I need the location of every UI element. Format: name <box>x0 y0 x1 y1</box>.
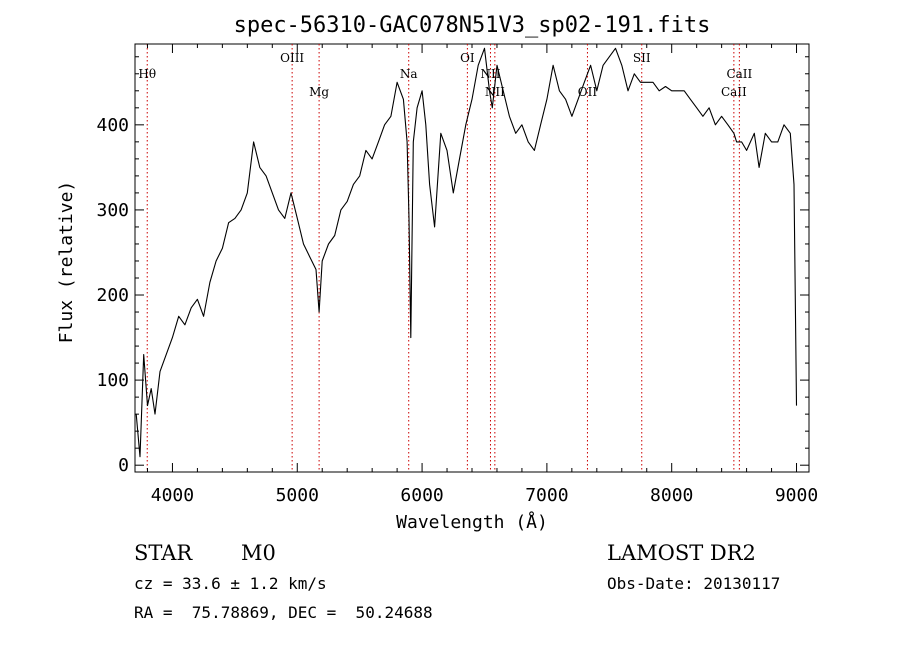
x-tick-label: 7000 <box>525 485 568 506</box>
line-marker-label: SII <box>633 51 651 65</box>
flux-series-line <box>135 47 798 458</box>
y-tick-label: 100 <box>96 370 129 391</box>
redshift-cz: cz = 33.6 ± 1.2 km/s <box>134 574 327 593</box>
line-marker-label: OII <box>578 85 598 99</box>
axis-ticks: 4000 5000 6000 7000 8000 9000 0 100 200 300 400 <box>96 44 818 506</box>
line-marker-label: CaII <box>721 85 747 99</box>
survey-name: LAMOST DR2 <box>607 541 756 565</box>
x-tick-label: 6000 <box>400 485 443 506</box>
line-marker-label: Na <box>400 67 418 81</box>
y-tick-label: 200 <box>96 285 129 306</box>
ra-dec-coordinates: RA = 75.78869, DEC = 50.24688 <box>134 603 433 622</box>
x-tick-label: 9000 <box>775 485 818 506</box>
line-marker-label: CaII <box>726 67 752 81</box>
observation-date: Obs-Date: 20130117 <box>607 574 781 593</box>
line-marker-label: OI <box>460 51 475 65</box>
plot-frame <box>134 43 810 473</box>
object-class: STAR <box>134 541 193 565</box>
chart-title: spec-56310-GAC078N51V3_sp02-191.fits <box>234 13 711 38</box>
object-subclass: M0 <box>241 541 276 565</box>
y-tick-label: 400 <box>96 115 129 136</box>
line-marker-label: OIII <box>280 51 304 65</box>
line-marker-label: Hθ <box>138 67 156 81</box>
x-tick-label: 4000 <box>151 485 194 506</box>
y-tick-label: 300 <box>96 200 129 221</box>
x-tick-label: 5000 <box>276 485 319 506</box>
y-axis-label: Flux (relative) <box>56 181 77 344</box>
line-marker-label: Mg <box>309 85 329 99</box>
y-tick-label: 0 <box>118 455 129 476</box>
flux-series-group <box>135 47 798 458</box>
x-tick-label: 8000 <box>650 485 693 506</box>
x-axis-label: Wavelength (Å) <box>396 511 548 533</box>
